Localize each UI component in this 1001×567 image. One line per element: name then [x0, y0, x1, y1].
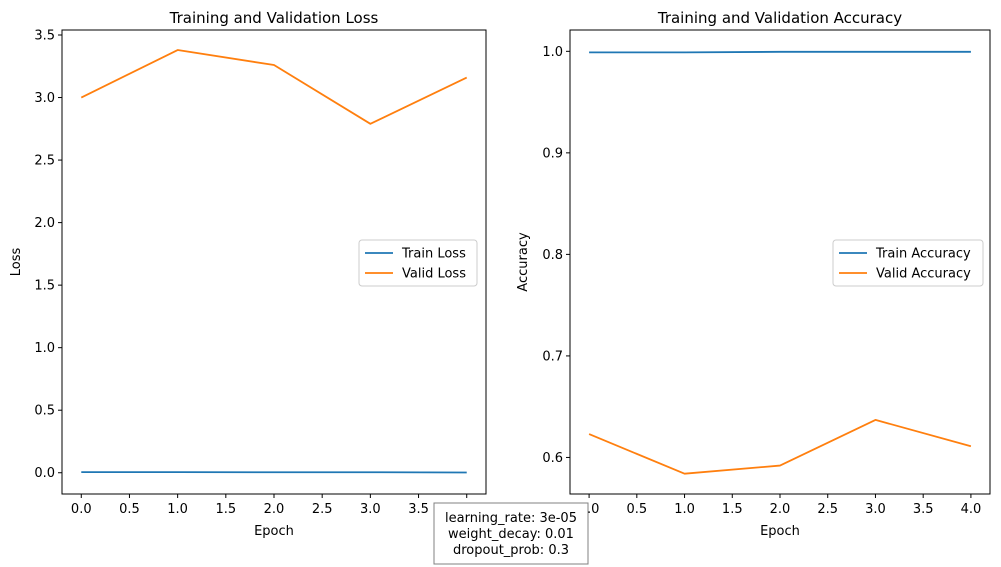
accuracy-y-tick-label: 0.9 [542, 146, 563, 161]
loss-legend-label: Valid Loss [402, 267, 466, 282]
accuracy-legend-label: Train Accuracy [875, 247, 971, 262]
accuracy-x-tick-label: 3.5 [913, 502, 934, 517]
loss-legend-frame [358, 239, 478, 287]
loss-y-tick-label: 3.5 [34, 29, 55, 44]
loss-x-axis-label: Epoch [254, 524, 294, 539]
accuracy-x-axis-label: Epoch [760, 524, 800, 539]
accuracy-y-tick-label: 0.7 [542, 349, 563, 364]
loss-y-axis-label: Loss [9, 248, 24, 277]
accuracy-legend: Train Accuracy Valid Accuracy [832, 239, 984, 287]
accuracy-x-tick-label: 0.5 [626, 502, 647, 517]
accuracy-series-valid-accuracy [588, 418, 972, 475]
accuracy-legend-frame [832, 239, 984, 287]
loss-chart: Training and Validation Loss 0.0 0.5 1.0 1.5… [9, 9, 487, 539]
accuracy-axes-frame [569, 29, 991, 495]
loss-y-tick-label: 1.5 [34, 279, 55, 294]
loss-axes-frame [61, 29, 487, 495]
accuracy-y-tick-label: 1.0 [542, 45, 563, 60]
accuracy-series-train-accuracy [589, 50, 971, 54]
loss-x-tick-label: 0.5 [119, 502, 140, 517]
loss-y-tick-label: 1.0 [34, 341, 55, 356]
loss-x-tick-label: 0.0 [71, 502, 92, 517]
accuracy-x-tick-label: 2.5 [817, 502, 838, 517]
accuracy-x-tick-label: 1.5 [722, 502, 743, 517]
accuracy-y-tick-label: 0.6 [542, 451, 563, 466]
accuracy-x-tick-label: 4.0 [961, 502, 982, 517]
loss-series-valid-loss [80, 49, 468, 125]
loss-legend: Train Loss Valid Loss [358, 239, 478, 287]
loss-legend-label: Train Loss [401, 247, 466, 262]
accuracy-y-axis-label: Accuracy [516, 232, 531, 292]
loss-chart-title: Training and Validation Loss [169, 9, 379, 27]
hyperparameter-box-frame [433, 502, 589, 565]
loss-y-tick-label: 2.0 [34, 216, 55, 231]
loss-y-tick-label: 0.5 [34, 404, 55, 419]
loss-x-tick-label: 1.0 [167, 502, 188, 517]
accuracy-chart-title: Training and Validation Accuracy [657, 9, 902, 27]
loss-x-tick-label: 3.5 [408, 502, 429, 517]
loss-x-tick-label: 3.0 [360, 502, 381, 517]
loss-y-tick-label: 3.0 [34, 91, 55, 106]
weight-decay-label: weight_decay: 0.01 [448, 527, 574, 542]
accuracy-x-tick-label: 1.0 [674, 502, 695, 517]
loss-y-tick-label: 0.0 [34, 466, 55, 481]
loss-y-tick-label: 2.5 [34, 154, 55, 169]
accuracy-legend-label: Valid Accuracy [876, 267, 971, 282]
dropout-prob-label: dropout_prob: 0.3 [453, 543, 569, 558]
hyperparameter-box: learning_rate: 3e-05 weight_decay: 0.01 … [433, 502, 589, 565]
accuracy-x-tick-label: 2.0 [770, 502, 791, 517]
accuracy-y-tick-label: 0.8 [542, 248, 563, 263]
accuracy-x-tick-label: 3.0 [865, 502, 886, 517]
loss-x-tick-label: 2.0 [264, 502, 285, 517]
loss-x-tick-label: 1.5 [215, 502, 236, 517]
learning-rate-label: learning_rate: 3e-05 [445, 511, 577, 526]
loss-x-tick-label: 2.5 [312, 502, 333, 517]
